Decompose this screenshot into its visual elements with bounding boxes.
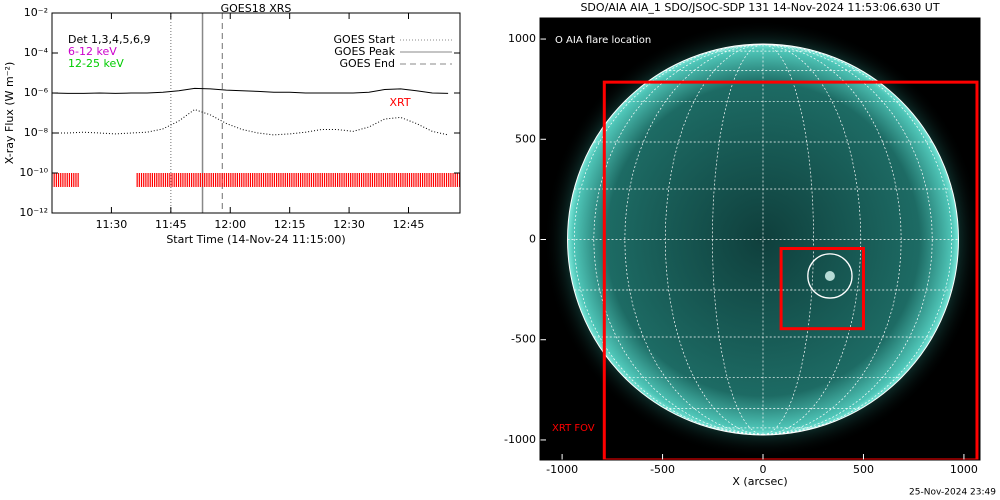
x-tick-label: 11:45 [155, 218, 187, 231]
image-area [540, 18, 980, 460]
solar-disk [567, 44, 959, 435]
y-tick-label: 500 [515, 132, 536, 145]
x-axis-label: X (arcsec) [732, 475, 787, 488]
chart-title: SDO/AIA AIA_1 SDO/JSOC-SDP 131 14-Nov-20… [580, 1, 939, 14]
y-tick-label: 10⁻¹² [19, 206, 48, 219]
y-axis-label: X-ray Flux (W m⁻²) [3, 62, 16, 164]
plot-area [52, 13, 460, 213]
legend-label: 12-25 keV [68, 57, 124, 70]
x-tick-label: 11:30 [96, 218, 128, 231]
series-line [52, 87, 449, 94]
x-tick-label: -500 [650, 463, 675, 476]
legend-label: Det 1,3,4,5,6,9 [68, 33, 151, 46]
legend-label: 6-12 keV [68, 45, 117, 58]
y-tick-label: 10⁻⁶ [24, 86, 49, 99]
plot-frame [51, 12, 461, 214]
region-label: XRT FOV [552, 423, 595, 434]
flare-location-label: O AIA flare location [555, 35, 651, 46]
y-tick-label: -1000 [504, 433, 536, 446]
x-tick-label: 12:15 [274, 218, 306, 231]
longitude-line [762, 44, 933, 435]
y-tick-label: 10⁻¹⁰ [19, 166, 48, 179]
footer-timestamp: 25-Nov-2024 23:49 [909, 488, 996, 498]
event-legend-label: GOES End [339, 57, 395, 70]
limb [567, 43, 960, 436]
x-tick-label: 0 [760, 463, 767, 476]
y-tick-label: 1000 [508, 32, 536, 45]
xrt-label: XRT [389, 96, 410, 109]
event-legend-label: GOES Peak [334, 45, 395, 58]
chart-title: GOES18 XRS [221, 2, 292, 15]
x-tick-label: -1000 [546, 463, 578, 476]
region-box [602, 80, 979, 460]
y-tick-label: 10⁻⁴ [24, 46, 49, 59]
x-tick-label: 12:45 [393, 218, 425, 231]
y-tick-label: 10⁻⁸ [24, 126, 49, 139]
event-legend-label: GOES Start [334, 33, 396, 46]
x-tick-label: 500 [853, 463, 874, 476]
x-tick-label: 1000 [950, 463, 978, 476]
longitude-line [762, 44, 814, 435]
y-tick-label: 10⁻² [24, 6, 48, 19]
series-line [52, 108, 449, 136]
longitude-line [762, 44, 862, 435]
flare-location [807, 253, 853, 299]
flare-glow [824, 270, 835, 281]
region-box [779, 247, 865, 331]
y-tick-label: -500 [511, 333, 536, 346]
x-axis-label: Start Time (14-Nov-24 11:15:00) [166, 233, 345, 246]
longitude-line [664, 44, 764, 435]
image-frame [539, 17, 981, 461]
x-tick-label: 12:00 [214, 218, 246, 231]
x-tick-label: 12:30 [333, 218, 365, 231]
longitude-line [593, 44, 764, 435]
longitude-line [573, 44, 764, 435]
longitude-line [712, 44, 764, 435]
y-tick-label: 0 [529, 233, 536, 246]
longitude-line [762, 44, 953, 435]
